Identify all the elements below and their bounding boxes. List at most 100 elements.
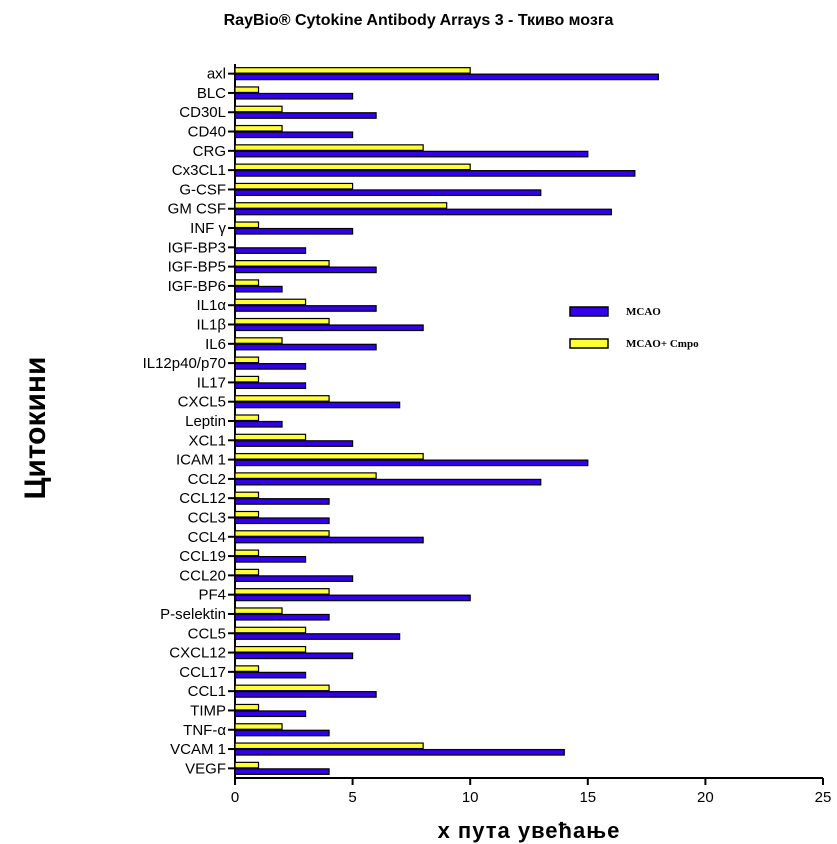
category-label: CCL5 <box>188 625 226 642</box>
x-axis-label: x пута увећање <box>437 818 621 843</box>
category-label: CCL20 <box>179 567 226 584</box>
chart-title: RayBio® Cytokine Antibody Arrays 3 - Тки… <box>223 12 614 29</box>
category-label: TNF-α <box>183 722 226 739</box>
bar <box>234 170 636 177</box>
bar <box>234 86 260 94</box>
x-tick-label: 10 <box>462 789 479 806</box>
category-label: IGF-BP5 <box>168 259 226 276</box>
category-label: BLC <box>197 85 226 102</box>
category-label: CCL19 <box>179 548 226 565</box>
bar <box>234 189 542 197</box>
x-tick-label: 25 <box>815 789 832 806</box>
bar <box>234 498 330 505</box>
bar <box>234 761 260 769</box>
category-label: IL6 <box>205 336 226 353</box>
bar <box>234 703 260 711</box>
bar <box>234 150 589 158</box>
bar <box>234 459 589 467</box>
bar <box>234 324 424 332</box>
bar <box>234 633 401 640</box>
bar <box>234 67 471 74</box>
bar <box>234 626 307 634</box>
category-label: axl <box>207 66 226 83</box>
category-label: CCL1 <box>188 683 226 700</box>
bar <box>234 144 424 151</box>
bar <box>234 163 471 171</box>
bar <box>234 285 283 293</box>
bar <box>234 105 283 113</box>
bar <box>234 729 330 737</box>
bar <box>234 92 354 100</box>
bar <box>234 375 260 383</box>
bar <box>234 555 307 563</box>
category-label: P-selektin <box>160 606 226 623</box>
category-label: CCL2 <box>188 471 226 488</box>
bar <box>234 401 401 409</box>
category-label: CXCL5 <box>178 394 226 411</box>
category-label: IL1α <box>196 297 226 314</box>
bar <box>234 613 330 621</box>
bar <box>234 723 283 730</box>
legend-swatch <box>569 306 609 317</box>
bar <box>234 124 283 132</box>
bar <box>234 208 612 216</box>
category-label: CD40 <box>188 124 226 141</box>
bar <box>234 684 330 692</box>
bar <box>234 317 330 325</box>
bar <box>234 517 330 525</box>
bar <box>234 549 260 557</box>
category-label: VEGF <box>185 760 226 777</box>
bar <box>234 131 354 139</box>
bar <box>234 227 354 235</box>
category-label: IGF-BP3 <box>168 239 226 256</box>
bar <box>234 568 260 576</box>
bar <box>234 710 307 718</box>
legend-swatch <box>569 338 609 349</box>
category-label: XCL1 <box>188 432 226 449</box>
bar <box>234 433 307 441</box>
bar <box>234 691 377 698</box>
category-label: TIMP <box>190 702 226 719</box>
category-label: Leptin <box>185 413 226 430</box>
bar <box>234 298 307 306</box>
bar <box>234 510 260 518</box>
bar <box>234 748 565 756</box>
bar <box>234 768 330 775</box>
category-label: CCL17 <box>179 664 226 681</box>
bar <box>234 363 307 370</box>
bar <box>234 491 260 499</box>
bar <box>234 671 307 679</box>
category-label: IGF-BP6 <box>168 278 226 295</box>
category-label: CXCL12 <box>169 645 226 662</box>
bar <box>234 594 471 602</box>
x-tick-label: 0 <box>231 789 239 806</box>
category-label: CCL3 <box>188 509 226 526</box>
category-label: GM CSF <box>168 201 226 218</box>
bar <box>234 440 354 447</box>
bar <box>234 356 260 364</box>
bar <box>234 305 377 312</box>
bar <box>234 478 542 486</box>
category-label: PF4 <box>198 587 226 604</box>
bar <box>234 414 260 422</box>
legend-label: MCAO+ Cmpo <box>626 338 699 350</box>
bar <box>234 420 283 428</box>
bar <box>234 530 330 537</box>
bar <box>234 452 424 460</box>
bar <box>234 382 307 390</box>
bar <box>234 182 354 190</box>
category-label: Cx3CL1 <box>172 162 226 179</box>
x-tick-label: 5 <box>348 789 356 806</box>
bar <box>234 575 354 582</box>
category-label: INF γ <box>190 220 226 237</box>
bar <box>234 337 283 344</box>
bar <box>234 112 377 119</box>
bar <box>234 202 448 209</box>
category-label: IL12p40/p70 <box>143 355 226 372</box>
x-tick-label: 20 <box>697 789 714 806</box>
bar <box>234 665 260 672</box>
bar <box>234 588 330 595</box>
bar <box>234 652 354 660</box>
category-label: ICAM 1 <box>176 452 226 469</box>
